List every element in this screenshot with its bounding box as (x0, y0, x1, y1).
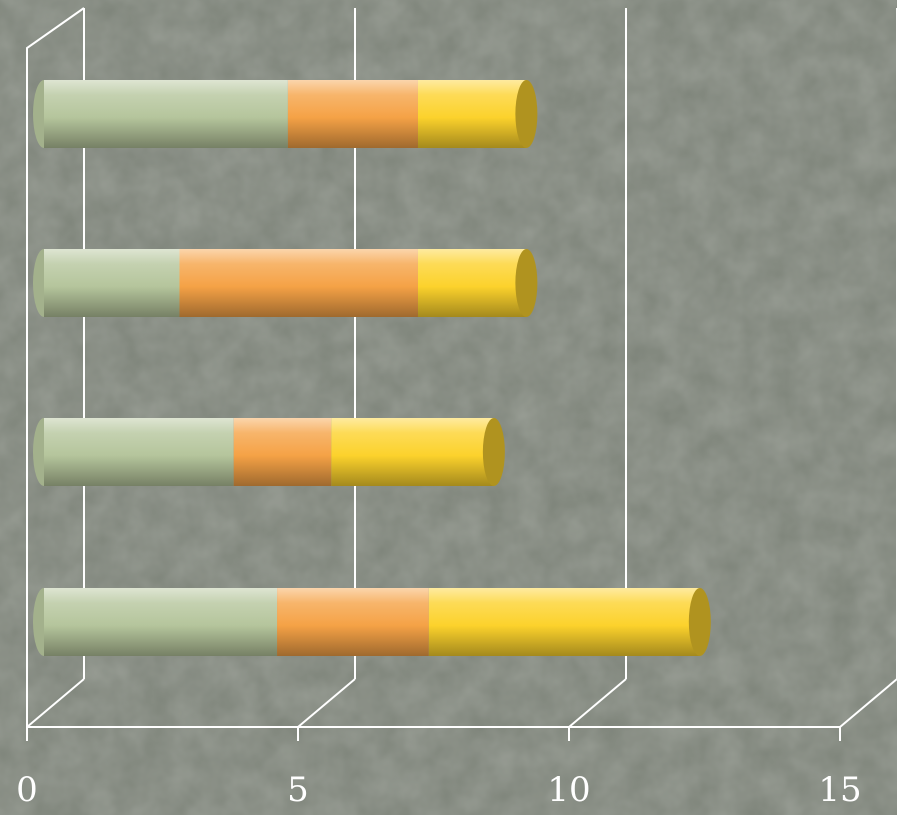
cylinder-left-cap-1 (33, 80, 44, 148)
cylinder-end-cap-2 (515, 249, 538, 317)
x-tick-label-10: 10 (547, 770, 591, 810)
bar-segment-4-series-2 (277, 588, 429, 656)
bar-segment-1-series-1 (44, 80, 288, 148)
cylinder-bar-1 (33, 80, 538, 148)
left-wall (26, 7, 85, 727)
cylinder-left-cap-2 (33, 249, 44, 317)
bar-segment-3-series-1 (44, 418, 234, 486)
bar-segment-1-series-2 (287, 80, 418, 148)
bar-segment-2-series-2 (179, 249, 418, 317)
bar-segment-4-series-3 (428, 588, 700, 656)
cylinder-left-cap-3 (33, 418, 44, 486)
cylinder-bar-4 (33, 588, 711, 656)
cylinder-end-cap-3 (482, 418, 505, 486)
cylinder-bar-3 (33, 418, 505, 486)
cylinder-bar-2 (33, 249, 538, 317)
floor-line-10 (568, 678, 627, 728)
floor-line-5 (297, 678, 356, 728)
x-tick-label-5: 5 (287, 770, 309, 810)
bar-segment-1-series-3 (417, 80, 527, 148)
x-tick-label-15: 15 (818, 770, 862, 810)
bar-segment-3-series-2 (233, 418, 332, 486)
bar-segment-3-series-3 (331, 418, 494, 486)
bar-segment-4-series-1 (44, 588, 278, 656)
cylinder-left-cap-4 (33, 588, 44, 656)
bar-segment-2-series-1 (44, 249, 180, 317)
cylinder-end-cap-1 (515, 80, 538, 148)
x-tick-label-0: 0 (16, 770, 38, 810)
floor-line-0 (26, 678, 85, 728)
bar-segment-2-series-3 (417, 249, 527, 317)
floor-line-15 (839, 678, 897, 728)
cylinder-end-cap-4 (688, 588, 711, 656)
